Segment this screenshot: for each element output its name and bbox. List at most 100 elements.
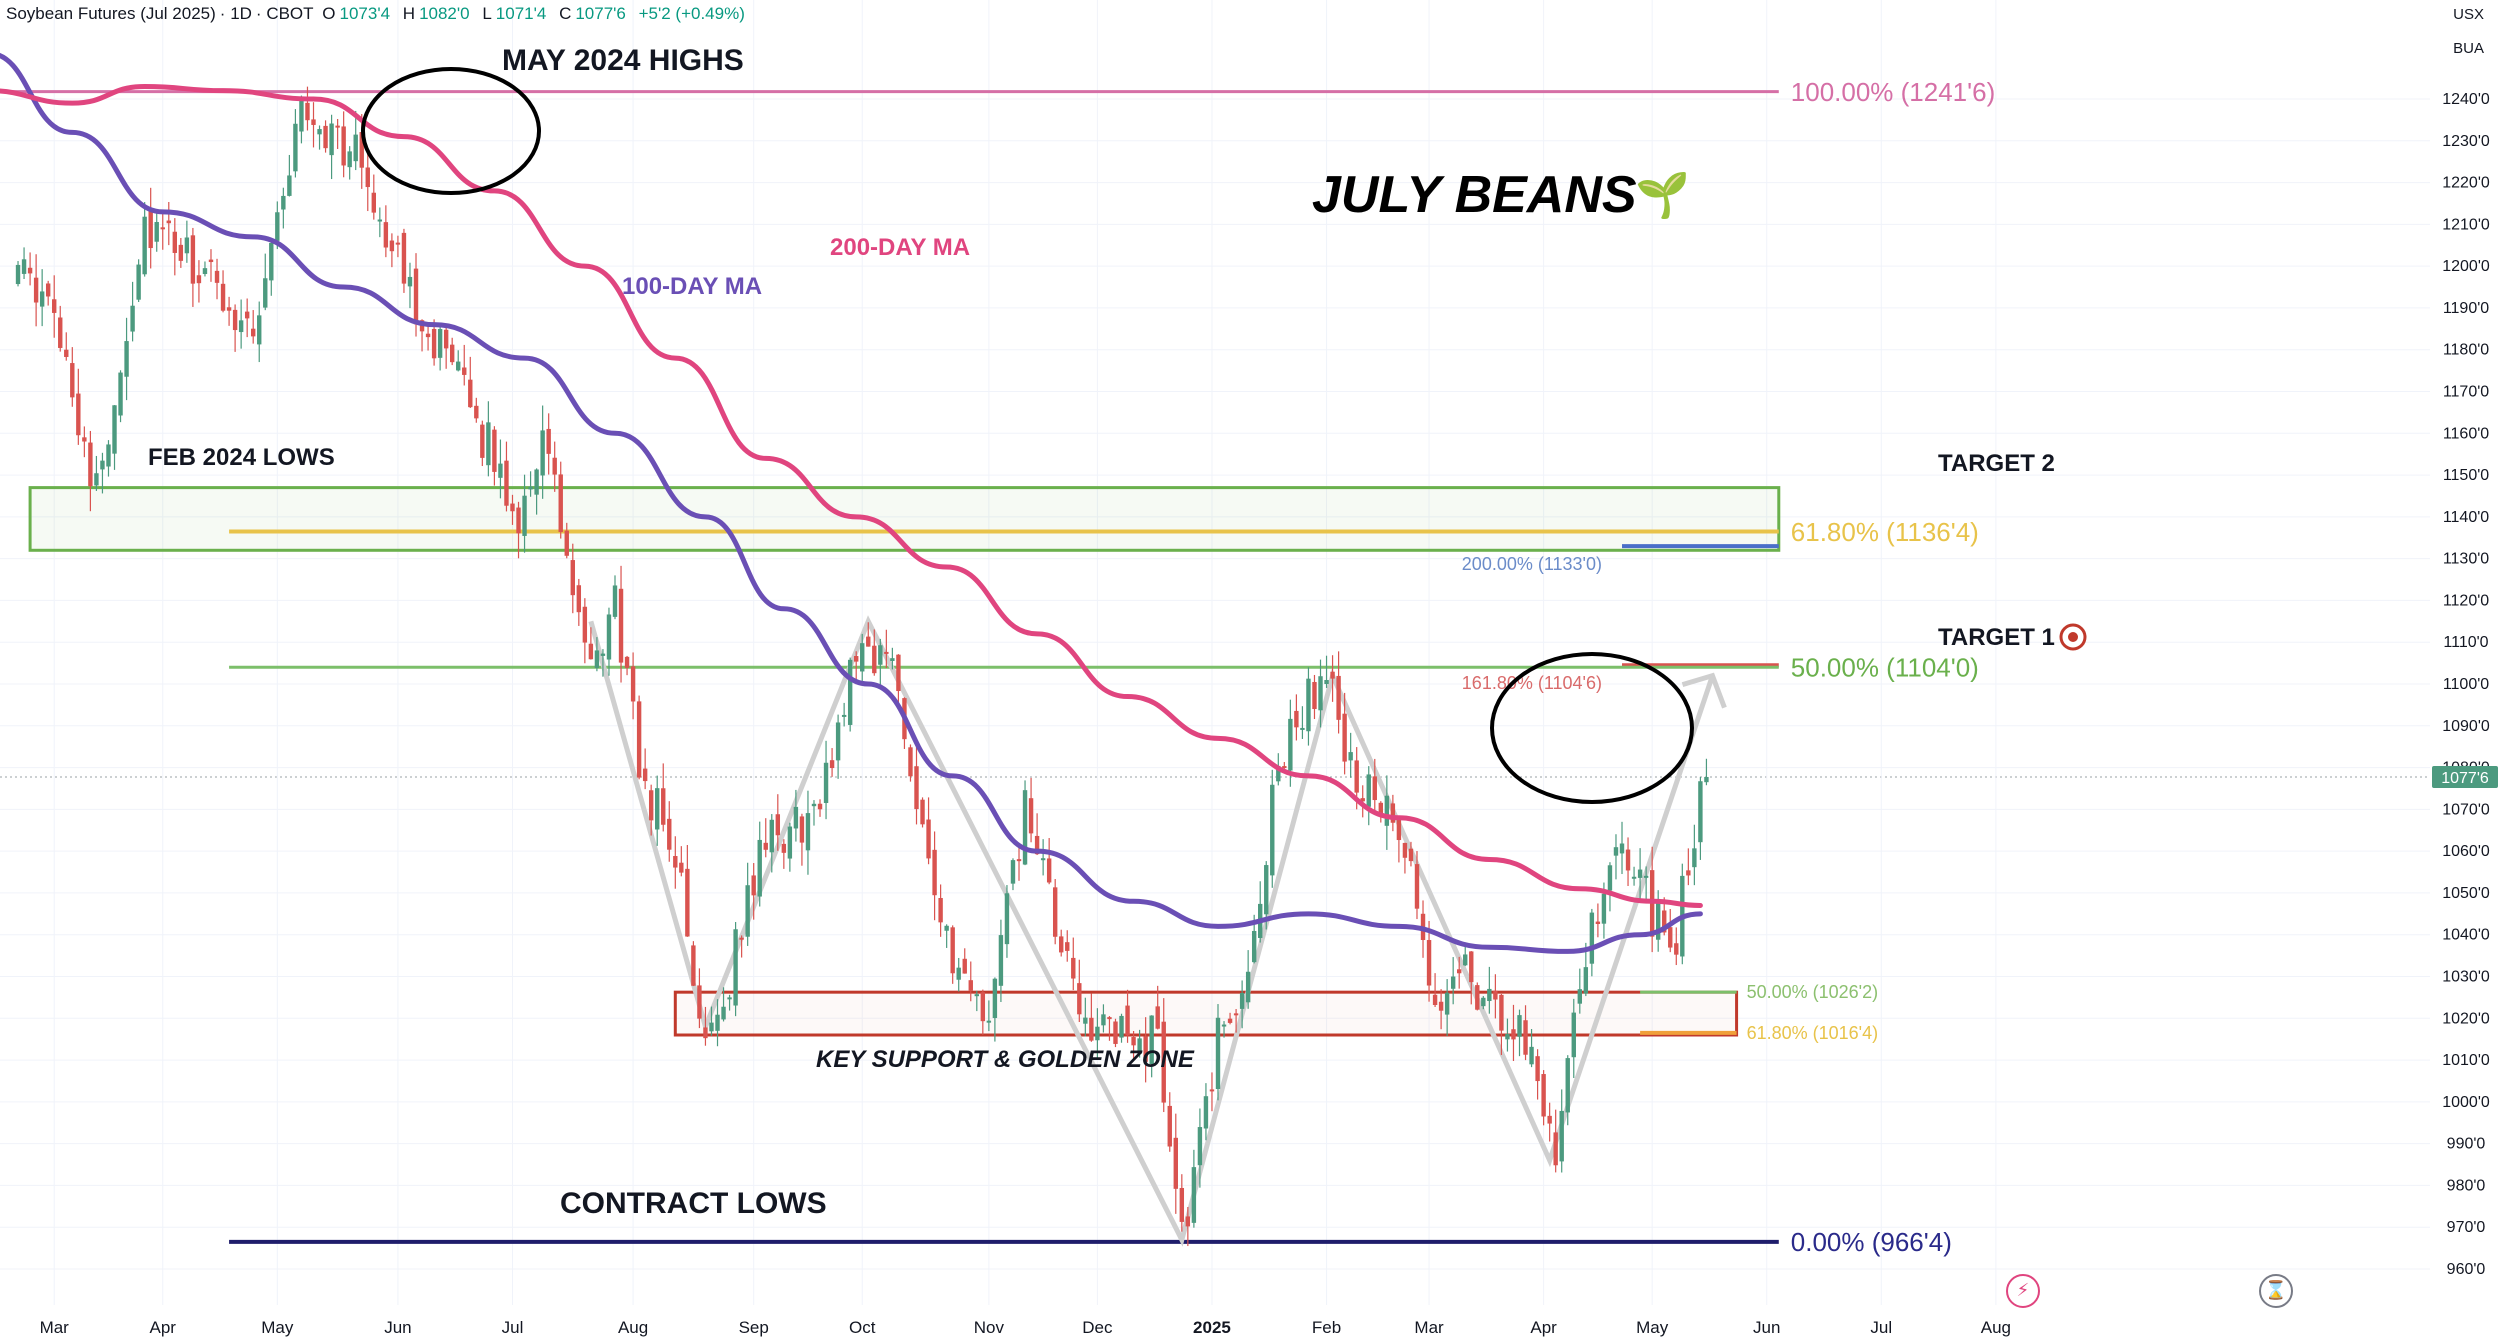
candle-body — [64, 349, 69, 357]
lightning-icon[interactable]: ⚡ — [2006, 1274, 2040, 1308]
candle-body — [998, 935, 1004, 986]
candle-body — [721, 1006, 726, 1020]
candle-body — [1264, 865, 1269, 915]
candle-body — [1209, 1089, 1215, 1092]
ma-200-line — [0, 83, 1703, 908]
unit-label[interactable]: BUA — [2453, 40, 2484, 57]
candle-body — [335, 125, 340, 128]
candle-body — [920, 799, 925, 825]
price-axis-bg — [2432, 0, 2500, 1340]
candle-body — [866, 636, 871, 647]
candle-body — [1372, 776, 1377, 801]
candle-body — [88, 442, 93, 487]
candle-body — [1318, 676, 1323, 711]
candle-body — [154, 222, 159, 242]
candle-body — [1577, 989, 1582, 1004]
candle-body — [244, 311, 250, 319]
candle-body — [944, 925, 949, 931]
candle-body — [793, 806, 799, 829]
candle-body — [811, 803, 817, 807]
candle-body — [534, 469, 539, 495]
candle-body — [1276, 765, 1281, 782]
candle-body — [1239, 992, 1245, 1009]
candle-body — [1559, 1110, 1564, 1162]
candle-body — [841, 714, 847, 717]
symbol-interval[interactable]: 1D — [230, 4, 252, 23]
chart-zones — [28, 486, 1781, 1037]
candle-body — [395, 242, 401, 245]
candle-body — [950, 927, 955, 974]
candle-body — [582, 606, 588, 643]
candle-body — [992, 978, 998, 1019]
candle-body — [1077, 983, 1082, 1015]
zigzag-arrowhead — [1681, 672, 1727, 709]
candle-body — [1040, 858, 1046, 861]
time-tick-label: Jul — [502, 1318, 524, 1337]
price-tick-label: 1200'0 — [2442, 258, 2490, 275]
candle-body — [15, 264, 21, 285]
price-tick-label: 1240'0 — [2442, 91, 2490, 108]
candle-body — [1288, 718, 1293, 771]
symbol-name[interactable]: Soybean Futures (Jul 2025) — [6, 4, 216, 23]
candles — [15, 86, 1709, 1247]
ohlc-low: L 1071'4 — [482, 4, 547, 23]
candle-body — [661, 788, 666, 825]
candle-body — [431, 328, 437, 359]
candle-body — [673, 856, 678, 868]
candle-body — [1071, 957, 1076, 979]
candle-body — [52, 299, 57, 313]
price-axis[interactable]: 960'0 970'0 980'0 990'0 1000'0 1010'0 1020'0 10… — [2432, 0, 2500, 1340]
candle-body — [522, 495, 527, 536]
time-axis[interactable]: Mar Apr May Jun Jul Aug Sep Oct Nov Dec 2025 Feb Mar… — [40, 1318, 2011, 1337]
time-tick-label: Jun — [384, 1318, 411, 1337]
candle-body — [576, 585, 582, 613]
symbol-header[interactable]: Soybean Futures (Jul 2025) · 1D · CBOT O 10… — [6, 4, 745, 23]
candle-body — [1692, 848, 1697, 868]
annotation-target-1: TARGET 1 — [1938, 624, 2055, 651]
candle-body — [1065, 942, 1070, 951]
price-level-label: 50.00% (1026'2) — [1747, 982, 1879, 1002]
candle-body — [1348, 752, 1353, 761]
price-tick-label: 1130'0 — [2443, 551, 2489, 568]
candle-body — [1227, 1018, 1233, 1023]
price-tick-label: 1000'0 — [2442, 1094, 2490, 1111]
candle-body — [1107, 1017, 1112, 1020]
candle-body — [655, 788, 660, 830]
annotation-contract-lows: CONTRACT LOWS — [560, 1187, 827, 1220]
candle-body — [130, 305, 135, 332]
candle-body — [21, 259, 27, 274]
candle-body — [1149, 1015, 1154, 1065]
candle-body — [1089, 1017, 1094, 1041]
candle-body — [642, 768, 648, 782]
price-tick-label: 1180'0 — [2443, 342, 2489, 359]
candle-body — [1426, 940, 1432, 986]
candle-body — [1668, 927, 1673, 948]
candle-body — [251, 328, 256, 337]
candle-body — [142, 216, 147, 275]
candle-body — [648, 790, 654, 821]
candle-body — [202, 268, 208, 275]
candle-body — [136, 264, 141, 300]
chart-annotations: MAY 2024 HIGHS JULY BEANS🌱 200-DAY MA 100-D… — [148, 44, 2087, 1220]
candle-body — [443, 329, 449, 349]
candle-body — [1336, 675, 1341, 720]
hourglass-icon[interactable]: ⌛ — [2259, 1274, 2293, 1308]
last-price-label: 1077'6 — [2441, 770, 2489, 787]
candle-body — [1245, 971, 1251, 1003]
candle-body — [82, 437, 87, 442]
annotation-ma100: 100-DAY MA — [622, 273, 762, 300]
annotation-ma200: 200-DAY MA — [830, 234, 970, 261]
candle-body — [1704, 776, 1709, 783]
time-tick-label: May — [1636, 1318, 1669, 1337]
annotation-may-highs: MAY 2024 HIGHS — [502, 44, 744, 77]
candle-body — [359, 132, 364, 168]
candle-body — [281, 195, 286, 210]
currency-label[interactable]: USX — [2453, 6, 2484, 23]
candle-body — [1517, 1015, 1522, 1037]
candle-body — [727, 997, 732, 1000]
candle-body — [872, 645, 877, 674]
candle-body — [854, 656, 859, 662]
candle-body — [100, 460, 105, 470]
candle-body — [1179, 1187, 1185, 1222]
